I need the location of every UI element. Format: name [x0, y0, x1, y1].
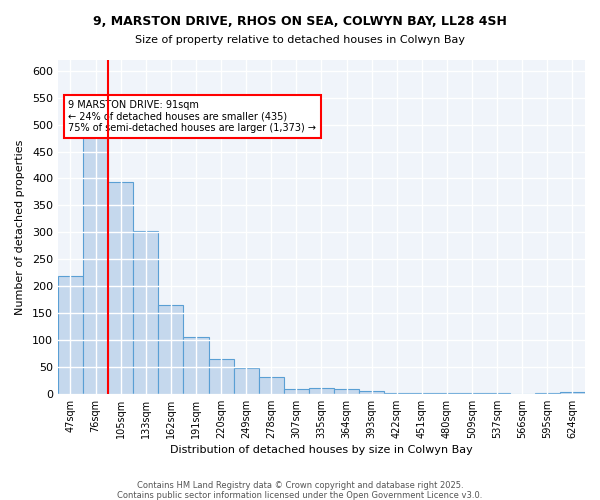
Bar [233, 368, 259, 394]
Bar [359, 391, 384, 394]
Bar [184, 336, 209, 394]
Bar [560, 392, 585, 394]
Bar [259, 377, 284, 394]
Bar [334, 389, 359, 394]
Bar [133, 231, 158, 394]
Bar [58, 276, 83, 394]
Bar [284, 389, 309, 394]
Y-axis label: Number of detached properties: Number of detached properties [15, 139, 25, 314]
Bar [209, 359, 233, 394]
Bar [434, 392, 460, 394]
Bar [83, 136, 108, 394]
X-axis label: Distribution of detached houses by size in Colwyn Bay: Distribution of detached houses by size … [170, 445, 473, 455]
Bar [108, 182, 133, 394]
Text: Contains public sector information licensed under the Open Government Licence v3: Contains public sector information licen… [118, 491, 482, 500]
Bar [158, 305, 184, 394]
Text: 9 MARSTON DRIVE: 91sqm
← 24% of detached houses are smaller (435)
75% of semi-de: 9 MARSTON DRIVE: 91sqm ← 24% of detached… [68, 100, 316, 134]
Text: Size of property relative to detached houses in Colwyn Bay: Size of property relative to detached ho… [135, 35, 465, 45]
Text: Contains HM Land Registry data © Crown copyright and database right 2025.: Contains HM Land Registry data © Crown c… [137, 481, 463, 490]
Bar [384, 392, 409, 394]
Bar [309, 388, 334, 394]
Text: 9, MARSTON DRIVE, RHOS ON SEA, COLWYN BAY, LL28 4SH: 9, MARSTON DRIVE, RHOS ON SEA, COLWYN BA… [93, 15, 507, 28]
